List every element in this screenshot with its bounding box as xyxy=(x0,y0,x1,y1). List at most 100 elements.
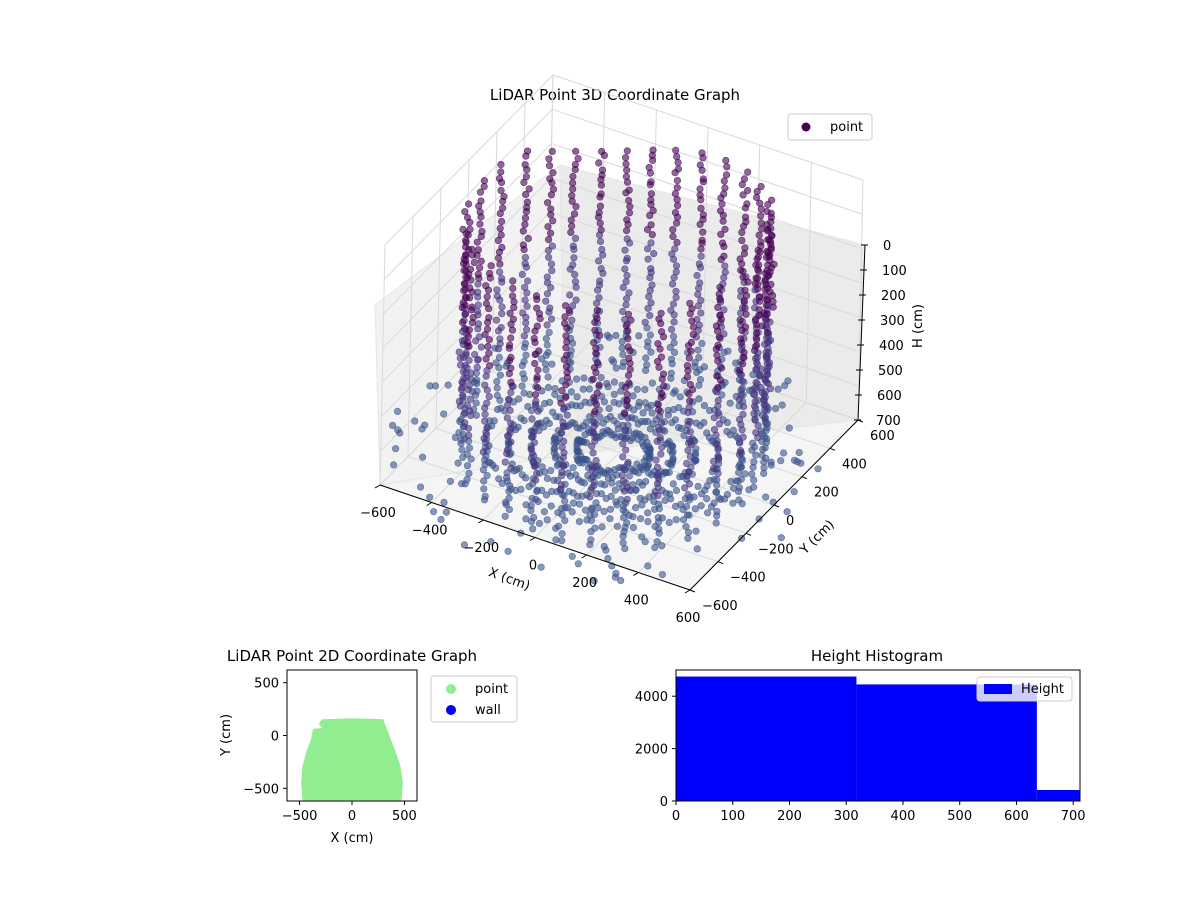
data-point xyxy=(754,280,762,288)
ticks-3d: −600−400−2000200400600−600−400−200020040… xyxy=(360,239,907,626)
data-point xyxy=(646,312,654,320)
data-point xyxy=(695,354,703,362)
data-point xyxy=(498,217,506,226)
data-point xyxy=(496,371,505,379)
data-point xyxy=(686,310,694,318)
data-point xyxy=(503,414,511,422)
data-point xyxy=(631,504,640,512)
data-point xyxy=(549,408,557,416)
z-tick-label-3d: 0 xyxy=(883,239,891,254)
data-point xyxy=(626,203,634,211)
data-point xyxy=(549,169,557,177)
data-point xyxy=(590,577,598,585)
data-point xyxy=(481,404,489,412)
data-point xyxy=(619,513,628,522)
data-point xyxy=(676,393,684,401)
x-tick-3d xyxy=(581,554,587,559)
data-point xyxy=(611,486,619,494)
data-point xyxy=(518,382,526,390)
data-point xyxy=(705,407,714,415)
data-point xyxy=(737,475,745,483)
data-point xyxy=(480,485,488,493)
data-point xyxy=(738,377,746,385)
data-point xyxy=(697,204,705,212)
data-point xyxy=(546,229,555,237)
x-tick-label-3d: −600 xyxy=(360,506,396,521)
data-point xyxy=(696,185,704,193)
data-point xyxy=(673,153,681,161)
data-point xyxy=(668,280,677,288)
data-point xyxy=(568,508,576,516)
legend-2d-point-marker xyxy=(446,684,456,694)
data-point xyxy=(624,414,632,422)
data-point xyxy=(624,310,633,318)
data-point xyxy=(720,177,728,185)
data-point xyxy=(494,405,502,414)
data-point xyxy=(685,435,694,444)
data-point xyxy=(522,190,530,199)
data-point xyxy=(474,270,482,278)
data-point xyxy=(622,160,630,168)
data-point xyxy=(741,286,749,294)
data-point xyxy=(474,301,482,309)
data-point xyxy=(654,513,662,522)
data-point xyxy=(542,491,551,499)
grid-line-z xyxy=(384,74,864,246)
data-point xyxy=(653,463,662,471)
data-point xyxy=(669,300,678,308)
data-point xyxy=(590,364,599,372)
data-point xyxy=(544,383,553,392)
data-point xyxy=(672,293,680,302)
data-point xyxy=(763,360,771,368)
data-point xyxy=(596,277,604,285)
data-point xyxy=(440,410,448,418)
data-point xyxy=(457,436,465,444)
data-point xyxy=(538,463,546,471)
data-point xyxy=(619,440,627,448)
data-point xyxy=(562,381,570,389)
data-point xyxy=(641,318,649,326)
data-point xyxy=(558,387,566,395)
data-point xyxy=(509,277,517,285)
data-point xyxy=(598,166,607,174)
data-point xyxy=(606,515,614,523)
data-point xyxy=(521,220,529,228)
data-point xyxy=(460,286,468,295)
data-point xyxy=(671,169,679,177)
data-point xyxy=(499,197,507,205)
data-point xyxy=(590,339,598,347)
data-point xyxy=(547,205,555,213)
z-tick-label-3d: 200 xyxy=(881,289,906,304)
data-point xyxy=(547,260,556,268)
data-point xyxy=(753,255,761,263)
data-point xyxy=(596,413,604,421)
legend-histogram: Height xyxy=(976,676,1073,702)
data-point xyxy=(686,453,694,461)
data-point xyxy=(617,387,625,395)
legend-histogram-label: Height xyxy=(1021,682,1064,697)
data-point xyxy=(587,486,595,495)
data-point xyxy=(757,182,765,191)
data-point xyxy=(745,486,753,494)
data-point xyxy=(497,161,505,169)
data-point xyxy=(686,397,694,405)
x-tick-label-2d: 0 xyxy=(348,809,356,824)
legend-3d-label: point xyxy=(830,120,863,135)
data-point xyxy=(594,257,603,265)
data-point xyxy=(563,338,571,346)
data-point xyxy=(593,286,602,294)
data-point xyxy=(568,179,577,187)
data-point xyxy=(544,253,553,261)
data-point xyxy=(684,342,693,350)
data-point xyxy=(666,343,674,352)
data-point xyxy=(523,302,531,310)
data-point xyxy=(544,223,552,231)
data-point xyxy=(508,326,517,334)
data-point xyxy=(684,421,692,429)
data-point xyxy=(562,344,570,352)
y-tick-label-3d: 0 xyxy=(786,514,794,529)
data-point xyxy=(498,303,506,311)
data-point xyxy=(654,400,663,409)
data-point xyxy=(624,458,632,467)
